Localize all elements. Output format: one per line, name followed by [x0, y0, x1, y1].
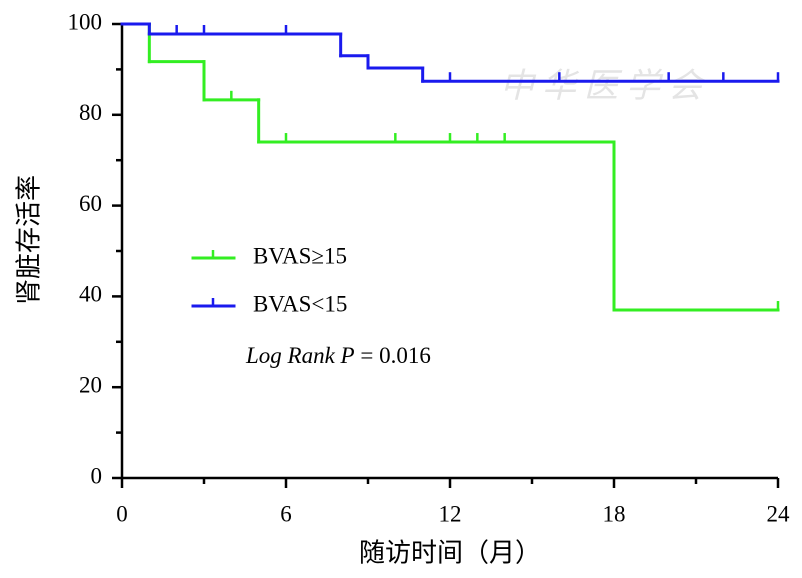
- x-tick-label: 0: [116, 501, 128, 526]
- x-tick-label: 12: [439, 501, 462, 526]
- y-tick-label: 60: [79, 191, 102, 216]
- annotation-italic: Log Rank P: [245, 343, 355, 368]
- annotation-text: = 0.016: [360, 343, 430, 368]
- y-tick-label: 20: [79, 372, 102, 397]
- legend-label: BVAS≥15: [253, 243, 347, 268]
- x-tick-label: 24: [767, 501, 791, 526]
- y-axis-label: 肾脏存活率: [15, 175, 45, 305]
- y-tick-label: 100: [68, 9, 103, 34]
- annotation: Log Rank P = 0.016: [245, 343, 431, 368]
- watermark: 中华医学会: [500, 66, 710, 106]
- x-tick-label: 6: [280, 501, 292, 526]
- x-axis-label: 随访时间（月）: [359, 539, 541, 569]
- y-tick-label: 40: [79, 282, 102, 307]
- x-tick-label: 18: [603, 501, 626, 526]
- y-tick-label: 0: [91, 463, 103, 488]
- legend-label: BVAS<15: [253, 291, 347, 316]
- y-tick-label: 80: [79, 100, 102, 125]
